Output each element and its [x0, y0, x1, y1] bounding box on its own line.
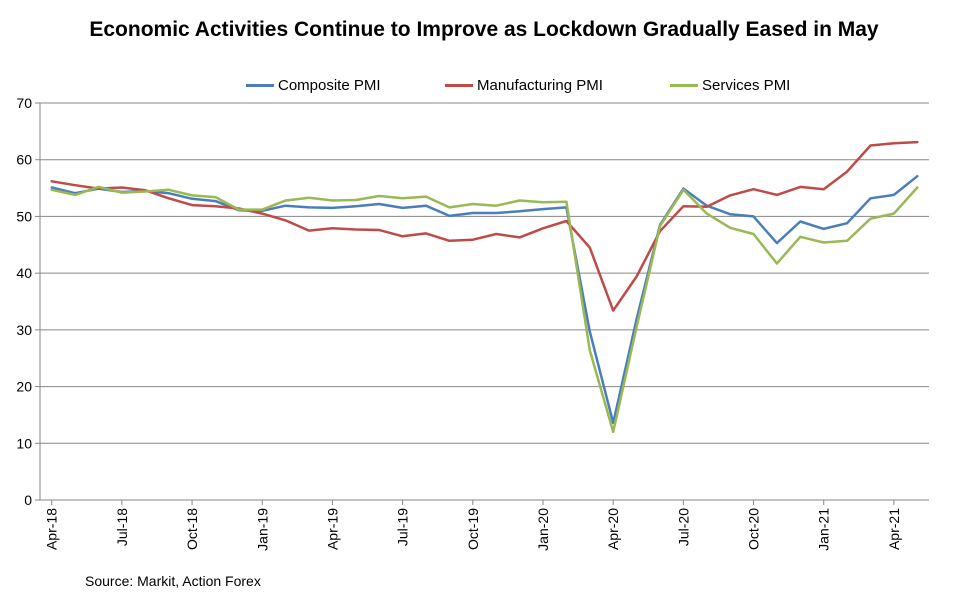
x-tick-label: Oct-19 — [465, 508, 481, 550]
x-tick-label: Apr-19 — [324, 508, 340, 550]
source-note: Source: Markit, Action Forex — [85, 573, 261, 589]
x-tick-label: Apr-20 — [605, 508, 621, 550]
x-tick-label: Jan-21 — [816, 508, 832, 551]
legend-label-services: Services PMI — [702, 77, 791, 94]
legend-item-services: Services PMI — [670, 77, 790, 94]
legend: Composite PMI Manufacturing PMI Services… — [0, 77, 968, 97]
y-tick-label: 30 — [16, 322, 32, 338]
x-tick-label: Jan-19 — [254, 508, 270, 551]
x-tick-label: Oct-18 — [184, 508, 200, 550]
legend-label-composite: Composite PMI — [278, 77, 381, 94]
x-tick-label: Jul-20 — [675, 508, 691, 546]
y-tick-label: 70 — [16, 95, 32, 111]
legend-item-composite: Composite PMI — [246, 77, 381, 94]
series-line-composite-pmi — [50, 174, 919, 425]
legend-swatch-composite — [246, 84, 274, 87]
series-lines — [50, 140, 919, 434]
series-line-services-pmi — [50, 185, 919, 434]
y-tick-label: 20 — [16, 379, 32, 395]
chart-title: Economic Activities Continue to Improve … — [89, 18, 879, 41]
x-tick-label: Apr-18 — [44, 508, 60, 550]
x-tick-label: Apr-21 — [886, 508, 902, 550]
x-tick-label: Jan-20 — [535, 508, 551, 551]
axes — [39, 103, 929, 501]
gridlines — [40, 102, 929, 444]
y-tick-label: 0 — [24, 492, 32, 508]
y-axis-ticks: 0 10 20 30 40 50 60 70 — [16, 95, 40, 508]
y-tick-label: 40 — [16, 265, 32, 281]
x-tick-label: Jul-18 — [114, 508, 130, 546]
x-tick-label: Oct-20 — [746, 508, 762, 550]
legend-swatch-services — [670, 84, 698, 87]
legend-item-manufacturing: Manufacturing PMI — [445, 77, 603, 94]
y-tick-label: 60 — [16, 152, 32, 168]
y-tick-label: 10 — [16, 435, 32, 451]
x-tick-label: Jul-19 — [395, 508, 411, 546]
legend-label-manufacturing: Manufacturing PMI — [477, 77, 603, 94]
y-tick-label: 50 — [16, 208, 32, 224]
x-axis-ticks: Apr-18 Jul-18 Oct-18 Jan-19 Apr-19 Jul-19 Oct-… — [44, 500, 902, 551]
series-line-manufacturing-pmi — [50, 140, 919, 312]
legend-swatch-manufacturing — [445, 84, 473, 87]
